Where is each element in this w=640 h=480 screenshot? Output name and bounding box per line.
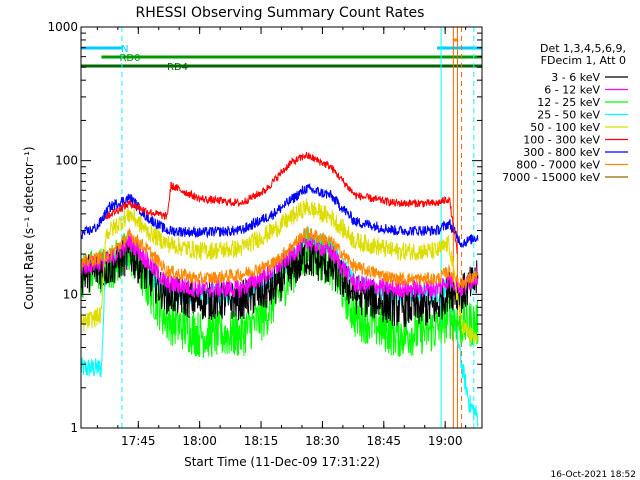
y-axis: 1 10 100 1000 [47, 20, 482, 435]
legend-label-5: 100 - 300 keV [523, 134, 600, 147]
x-tick-label-5: 19:00 [428, 434, 463, 448]
series-line-6 [81, 183, 479, 248]
x-axis-label: Start Time (11-Dec-09 17:31:22) [184, 455, 380, 469]
legend-label-7: 800 - 7000 keV [516, 159, 600, 172]
y-tick-label-3: 1000 [47, 20, 78, 34]
status-label-rd0: RD0 [119, 53, 140, 64]
legend: Det 1,3,4,5,6,9,FDecim 1, Att 0 3 - 6 keV… [502, 42, 628, 184]
x-tick-label-4: 18:45 [366, 434, 401, 448]
x-tick-label-3: 18:30 [305, 434, 340, 448]
x-axis: 17:45 18:00 18:15 18:30 18:45 19:00 [96, 27, 467, 448]
legend-label-0: 3 - 6 keV [551, 71, 600, 84]
legend-header-0: Det 1,3,4,5,6,9, [540, 42, 626, 55]
series-line-0 [81, 235, 479, 328]
legend-label-3: 25 - 50 keV [537, 109, 600, 122]
legend-label-1: 6 - 12 keV [544, 84, 600, 97]
x-tick-label-1: 18:00 [182, 434, 217, 448]
y-tick-label-1: 10 [63, 287, 78, 301]
series-line-5 [105, 151, 458, 255]
legend-label-8: 7000 - 15000 keV [502, 171, 600, 184]
legend-label-4: 50 - 100 keV [530, 121, 600, 134]
x-tick-label-0: 17:45 [121, 434, 156, 448]
status-label-rd4: RD4 [167, 62, 188, 73]
y-tick-label-2: 100 [55, 154, 78, 168]
legend-label-2: 12 - 25 keV [537, 96, 600, 109]
series-line-4 [81, 198, 479, 344]
x-tick-label-2: 18:15 [244, 434, 279, 448]
status-label-s: S [493, 36, 499, 47]
status-label-n: N [121, 44, 128, 55]
chart-title: RHESSI Observing Summary Count Rates [136, 5, 425, 21]
y-axis-label: Count Rate (s⁻¹ detector⁻¹) [22, 146, 36, 309]
y-tick-label-0: 1 [70, 421, 78, 435]
series-line-7 [81, 225, 479, 290]
footer-timestamp: 16-Oct-2021 18:52 [551, 470, 636, 480]
legend-header-1: FDecim 1, Att 0 [541, 54, 626, 67]
legend-label-6: 300 - 800 keV [523, 146, 600, 159]
